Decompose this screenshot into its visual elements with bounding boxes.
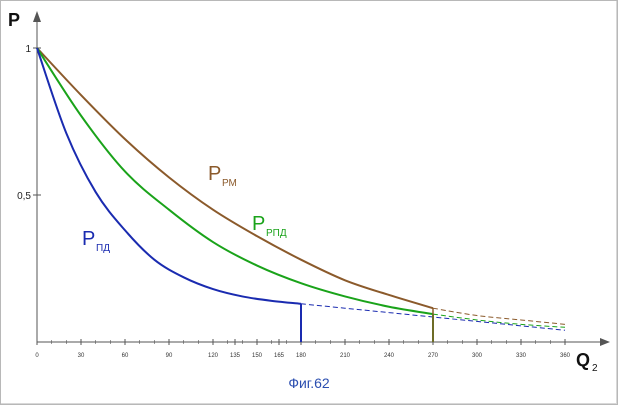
x-tick-label: 300	[472, 353, 483, 359]
x-tick-label: 150	[252, 353, 263, 359]
x-tick-label: 210	[340, 353, 351, 359]
x-tick-label: 135	[230, 353, 241, 359]
y-tick-label: 0,5	[17, 191, 31, 202]
series-rpd-dashed-line	[432, 313, 566, 328]
series-rm-label: P	[208, 163, 221, 185]
y-axis-label: P	[8, 10, 20, 30]
x-tick-label: 270	[428, 353, 439, 359]
series-rpd-label: P	[252, 213, 265, 235]
x-axis-label: Q	[576, 350, 590, 370]
x-axis-label-sub: 2	[592, 363, 598, 374]
y-axis-arrow-icon	[33, 11, 41, 22]
x-tick-label: 90	[166, 353, 173, 359]
axes	[33, 11, 610, 346]
x-tick-label: 180	[296, 353, 307, 359]
x-tick-label: 30	[78, 353, 85, 359]
y-tick-label: 1	[25, 44, 31, 55]
series-rpd-label-sub: РПД	[266, 228, 287, 239]
x-tick-label: 240	[384, 353, 395, 359]
series-rpd-line	[36, 47, 434, 316]
series-rm-label-sub: РМ	[222, 178, 237, 189]
x-tick-label: 330	[516, 353, 527, 359]
series-pd-label: P	[82, 228, 95, 250]
x-tick-label: 360	[560, 353, 571, 359]
series-pd-label-sub: ПД	[96, 243, 110, 254]
series-group	[36, 47, 566, 342]
x-tick-label: 120	[208, 353, 219, 359]
x-axis-arrow-icon	[600, 338, 610, 346]
series-pd-line	[36, 47, 302, 305]
figure-caption: Фиг.62	[288, 375, 330, 391]
x-tick-label: 60	[122, 353, 129, 359]
x-tick-label: 0	[35, 353, 39, 359]
x-tick-label: 165	[274, 353, 285, 359]
series-rm-dashed-line	[432, 307, 566, 325]
series-rm-line	[36, 47, 434, 310]
x-ticks: 0 30 60 90 120 135 150 165 180 210 240 270 300 330 360	[35, 339, 571, 359]
